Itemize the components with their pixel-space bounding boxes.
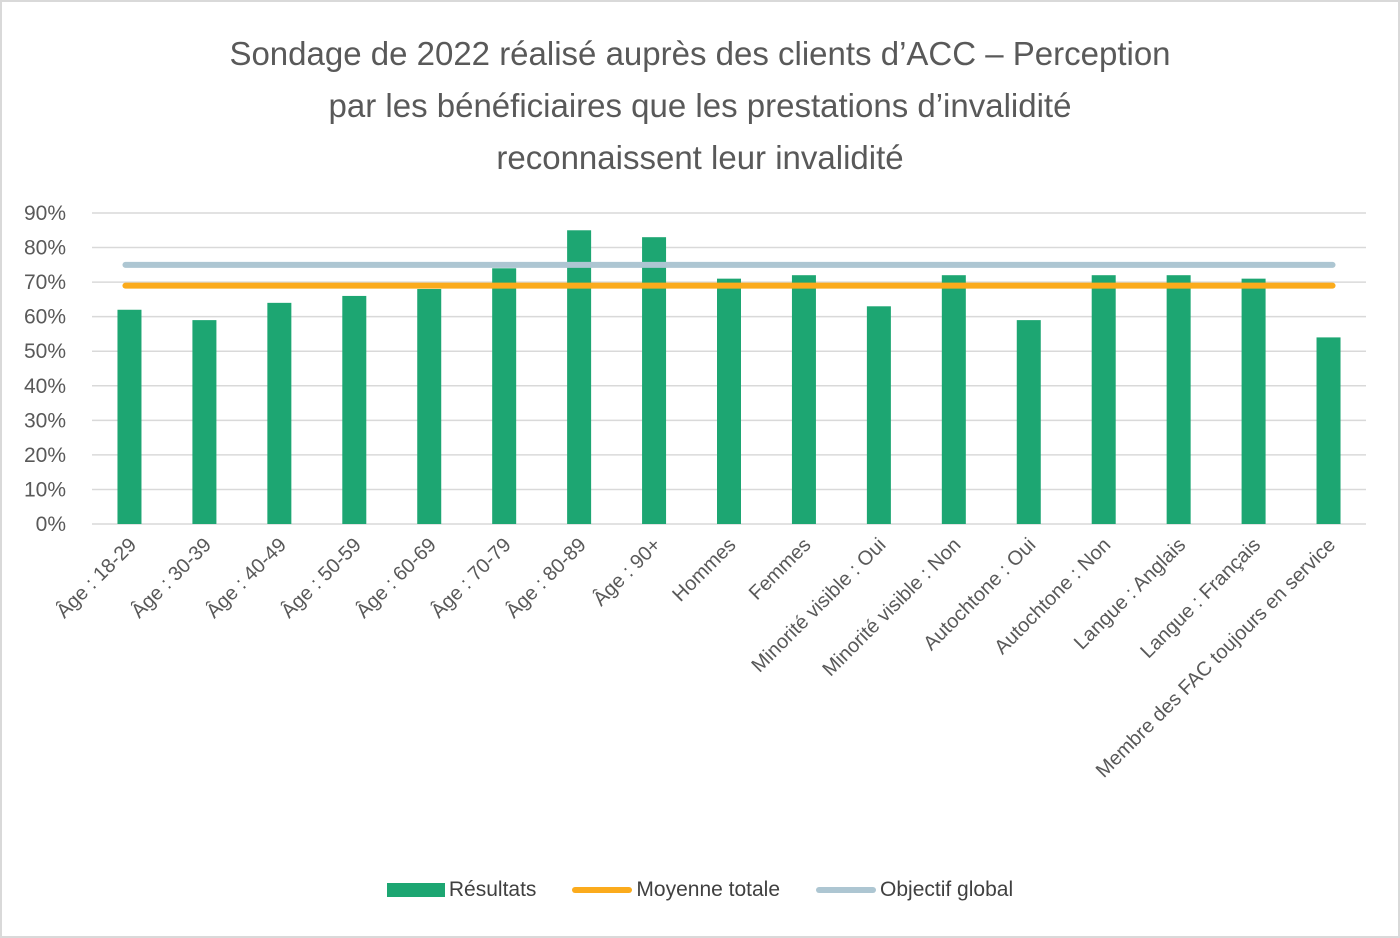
bar	[492, 268, 516, 524]
bar	[117, 310, 141, 524]
bar	[1017, 320, 1041, 524]
bar	[792, 275, 816, 524]
bar	[1242, 279, 1266, 524]
x-tick-label: Minorité visible : Oui	[748, 534, 891, 677]
y-tick-label: 40%	[24, 375, 66, 398]
bar	[1092, 275, 1116, 524]
bar	[267, 303, 291, 524]
x-tick-label: Âge : 18-29	[52, 533, 141, 622]
legend-swatch-target	[816, 887, 876, 893]
y-tick-label: 60%	[24, 306, 66, 329]
y-tick-label: 80%	[24, 237, 66, 260]
bar	[1167, 275, 1191, 524]
x-tick-label: Âge : 50-59	[276, 533, 365, 622]
bar	[192, 320, 216, 524]
legend-label-results: Résultats	[449, 878, 537, 902]
bar	[567, 230, 591, 524]
x-tick-label: Âge : 90+	[588, 533, 665, 610]
bar	[717, 279, 741, 524]
y-tick-label: 10%	[24, 478, 66, 501]
x-tick-label: Âge : 80-89	[501, 533, 590, 622]
legend-item-results: Résultats	[387, 878, 537, 902]
legend-label-average: Moyenne totale	[636, 878, 780, 902]
y-tick-label: 0%	[36, 513, 66, 536]
y-tick-label: 50%	[24, 340, 66, 363]
x-tick-label: Âge : 30-39	[127, 533, 216, 622]
x-tick-label: Âge : 70-79	[426, 533, 515, 622]
bar	[417, 289, 441, 524]
x-tick-label: Âge : 40-49	[201, 533, 290, 622]
y-tick-label: 20%	[24, 444, 66, 467]
x-tick-label: Âge : 60-69	[351, 533, 440, 622]
bar	[342, 296, 366, 524]
legend-item-average: Moyenne totale	[572, 878, 780, 902]
x-tick-label: Hommes	[668, 534, 740, 606]
x-tick-label: Minorité visible : Non	[819, 534, 966, 681]
x-tick-label: Femmes	[745, 534, 816, 605]
y-tick-label: 30%	[24, 409, 66, 432]
bar	[942, 275, 966, 524]
bar	[1317, 337, 1341, 524]
legend-swatch-average	[572, 887, 632, 893]
legend-label-target: Objectif global	[880, 878, 1013, 902]
y-tick-label: 70%	[24, 271, 66, 294]
bar	[867, 306, 891, 524]
bar	[642, 237, 666, 524]
legend-item-target: Objectif global	[816, 878, 1013, 902]
legend: Résultats Moyenne totale Objectif global	[0, 878, 1400, 902]
y-tick-label: 90%	[24, 202, 66, 225]
legend-swatch-results	[387, 883, 445, 897]
